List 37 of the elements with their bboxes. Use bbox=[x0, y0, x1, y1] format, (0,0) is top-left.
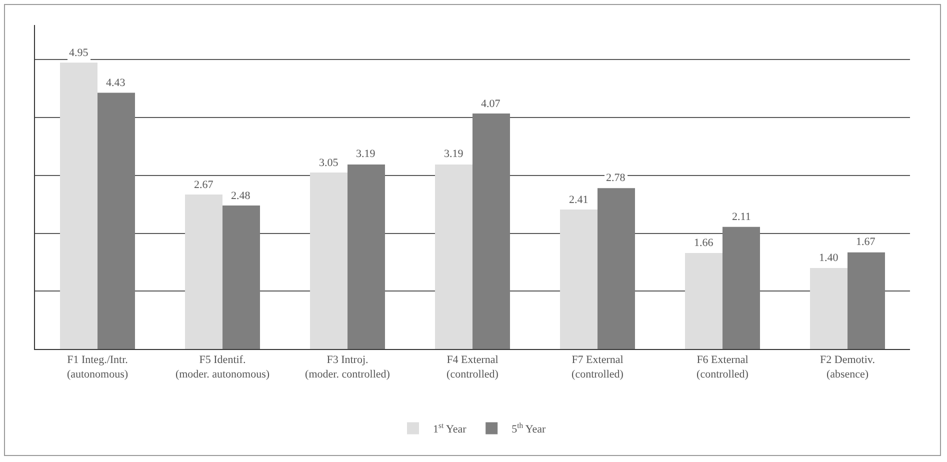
x-tick-label: F7 External (controlled) bbox=[572, 354, 624, 380]
bar bbox=[685, 252, 722, 349]
bar bbox=[848, 252, 885, 349]
data-label: 2.78 bbox=[606, 172, 626, 184]
bar bbox=[435, 164, 472, 349]
bar bbox=[222, 206, 260, 349]
bar bbox=[185, 194, 222, 349]
legend-label: 1$^{st}$ Year bbox=[433, 420, 467, 436]
bar bbox=[60, 62, 98, 349]
data-label: 1.66 bbox=[694, 237, 714, 249]
x-tick-label: F5 Identif. (moder. autonomous) bbox=[175, 354, 270, 380]
data-label: 2.41 bbox=[569, 194, 588, 206]
bar bbox=[472, 114, 510, 349]
data-label: 2.67 bbox=[194, 179, 214, 191]
bar bbox=[560, 210, 598, 349]
data-label: 1.67 bbox=[856, 236, 876, 248]
bar bbox=[722, 226, 760, 349]
data-label: 3.19 bbox=[356, 148, 376, 160]
data-label: 3.05 bbox=[319, 157, 339, 169]
x-tick-label: F2 Demotiv. (absence) bbox=[820, 354, 876, 380]
bar bbox=[810, 268, 848, 349]
data-label: 2.48 bbox=[231, 190, 251, 202]
data-label: 3.19 bbox=[444, 148, 464, 160]
bar bbox=[348, 164, 385, 349]
bar bbox=[598, 188, 635, 349]
data-label: 4.07 bbox=[481, 98, 501, 110]
data-label: 2.11 bbox=[732, 211, 751, 223]
x-tick-label: F6 External (controlled) bbox=[696, 354, 749, 380]
x-tick-label: F3 Introj. (moder. controlled) bbox=[305, 354, 390, 380]
data-label: 4.43 bbox=[106, 77, 126, 89]
x-tick-label: F1 Integ./Intr. (autonomous) bbox=[66, 354, 128, 380]
x-tick-label: F4 External (controlled) bbox=[446, 354, 499, 380]
bar bbox=[98, 92, 135, 349]
data-label: 1.40 bbox=[819, 252, 839, 264]
legend-label: 5$^{th}$ Year bbox=[512, 420, 546, 436]
data-label: 4.95 bbox=[69, 47, 89, 59]
bar bbox=[310, 172, 348, 349]
